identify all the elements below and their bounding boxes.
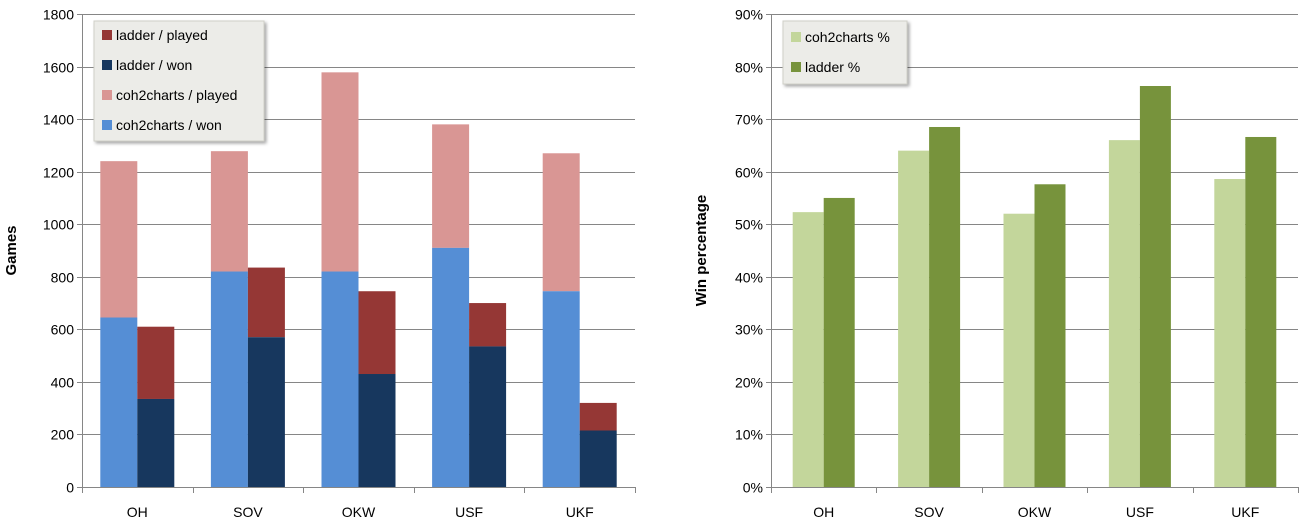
bar-coh2charts-won-usf bbox=[432, 247, 470, 487]
x-tick-label-ukf: UKF bbox=[566, 504, 594, 520]
legend-swatch bbox=[102, 90, 112, 100]
bar-coh2charts-played-oh bbox=[100, 161, 138, 318]
x-tick-label-okw: OKW bbox=[1018, 504, 1052, 520]
y-tick-label: 1600 bbox=[43, 60, 74, 76]
legend-box bbox=[93, 20, 265, 142]
winpct-x-ticks bbox=[771, 487, 1299, 493]
winpct-x-tick-labels: OH SOV OKW USF UKF bbox=[813, 504, 1259, 520]
legend-swatch bbox=[102, 120, 112, 130]
legend-label: coh2charts % bbox=[805, 29, 890, 45]
x-tick-label-ukf: UKF bbox=[1231, 504, 1259, 520]
y-tick-label: 30% bbox=[735, 322, 763, 338]
y-tick-label: 90% bbox=[735, 7, 763, 23]
bar-ladder-oh bbox=[823, 197, 855, 487]
games-x-ticks bbox=[82, 487, 636, 493]
y-tick-label: 1000 bbox=[43, 217, 74, 233]
y-tick-label: 70% bbox=[735, 112, 763, 128]
winpct-y-axis-label: Win percentage bbox=[693, 195, 710, 307]
bar-coh2charts-played-ukf bbox=[542, 153, 580, 292]
legend-label: ladder / played bbox=[116, 27, 208, 43]
games-bars bbox=[100, 72, 617, 487]
x-tick-label-oh: OH bbox=[127, 504, 148, 520]
bar-ladder-won-okw bbox=[358, 374, 396, 487]
winpct-bars bbox=[792, 86, 1277, 488]
legend-item-coh2charts-won: coh2charts / won bbox=[102, 117, 222, 133]
win-percentage-chart: 0% 10% 20% 30% 40% 50% 60% 70% 80% 90% OH SOV OKW US… bbox=[693, 7, 1299, 520]
legend-label: ladder % bbox=[805, 59, 860, 75]
y-tick-label: 1800 bbox=[43, 7, 74, 23]
x-tick-label-sov: SOV bbox=[233, 504, 263, 520]
x-tick-label-usf: USF bbox=[455, 504, 483, 520]
bar-ladder-won-ukf bbox=[579, 430, 617, 487]
legend-swatch bbox=[791, 62, 801, 72]
legend-label: ladder / won bbox=[116, 57, 192, 73]
legend-swatch bbox=[791, 32, 801, 42]
y-tick-label: 40% bbox=[735, 270, 763, 286]
y-tick-label: 10% bbox=[735, 427, 763, 443]
y-tick-label: 60% bbox=[735, 165, 763, 181]
legend-item-coh2charts-played: coh2charts / played bbox=[102, 87, 237, 103]
bar-coh2charts-won-okw bbox=[321, 271, 359, 487]
bar-coh2charts-usf bbox=[1108, 140, 1140, 487]
bar-ladder-played-sov bbox=[247, 267, 285, 338]
y-tick-label: 800 bbox=[51, 270, 75, 286]
bar-coh2charts-oh bbox=[792, 212, 824, 487]
legend-box bbox=[782, 20, 908, 85]
y-tick-label: 400 bbox=[51, 375, 75, 391]
y-tick-label: 0% bbox=[743, 480, 763, 496]
bar-coh2charts-played-sov bbox=[210, 151, 248, 272]
legend-item-ladder-played: ladder / played bbox=[102, 27, 208, 43]
bar-coh2charts-ukf bbox=[1214, 179, 1246, 487]
y-tick-label: 1400 bbox=[43, 112, 74, 128]
x-tick-label-okw: OKW bbox=[342, 504, 376, 520]
y-tick-label: 0 bbox=[66, 480, 74, 496]
bar-ladder-sov bbox=[929, 126, 961, 487]
y-tick-label: 20% bbox=[735, 375, 763, 391]
legend-item-coh2charts: coh2charts % bbox=[791, 29, 890, 45]
bar-coh2charts-sov bbox=[898, 150, 930, 487]
bar-coh2charts-played-usf bbox=[432, 124, 470, 248]
bar-ladder-played-usf bbox=[469, 303, 507, 347]
games-y-axis-label: Games bbox=[3, 225, 20, 275]
bar-coh2charts-won-ukf bbox=[542, 291, 580, 487]
bar-coh2charts-okw bbox=[1003, 213, 1035, 487]
legend-label: coh2charts / played bbox=[116, 87, 237, 103]
bar-coh2charts-won-sov bbox=[210, 271, 248, 487]
bar-ladder-won-sov bbox=[247, 337, 285, 487]
x-tick-label-usf: USF bbox=[1126, 504, 1154, 520]
bar-ladder-played-oh bbox=[137, 326, 175, 399]
games-legend: ladder / played ladder / won coh2charts / … bbox=[93, 20, 265, 142]
legend-swatch bbox=[102, 60, 112, 70]
winpct-legend: coh2charts % ladder % bbox=[782, 20, 908, 85]
bar-coh2charts-won-oh bbox=[100, 317, 138, 487]
bar-ladder-played-ukf bbox=[579, 402, 617, 431]
bar-ladder-ukf bbox=[1245, 136, 1277, 488]
bar-ladder-okw bbox=[1034, 184, 1066, 487]
y-tick-label: 80% bbox=[735, 60, 763, 76]
x-tick-label-oh: OH bbox=[813, 504, 834, 520]
legend-item-ladder-won: ladder / won bbox=[102, 57, 192, 73]
winpct-y-tick-labels: 0% 10% 20% 30% 40% 50% 60% 70% 80% 90% bbox=[735, 7, 763, 496]
bar-ladder-won-oh bbox=[137, 398, 175, 487]
legend-label: coh2charts / won bbox=[116, 117, 222, 133]
y-tick-label: 50% bbox=[735, 217, 763, 233]
bar-coh2charts-played-okw bbox=[321, 72, 359, 272]
y-tick-label: 200 bbox=[51, 427, 75, 443]
x-tick-label-sov: SOV bbox=[914, 504, 944, 520]
games-y-tick-labels: 0 200 400 600 800 1000 1200 1400 1600 1800 bbox=[43, 7, 74, 496]
games-x-tick-labels: OH SOV OKW USF UKF bbox=[127, 504, 594, 520]
y-tick-label: 1200 bbox=[43, 165, 74, 181]
bar-ladder-won-usf bbox=[469, 346, 507, 487]
bar-ladder-played-okw bbox=[358, 291, 396, 375]
legend-item-ladder: ladder % bbox=[791, 59, 860, 75]
y-tick-label: 600 bbox=[51, 322, 75, 338]
legend-swatch bbox=[102, 30, 112, 40]
bar-ladder-usf bbox=[1139, 86, 1171, 488]
